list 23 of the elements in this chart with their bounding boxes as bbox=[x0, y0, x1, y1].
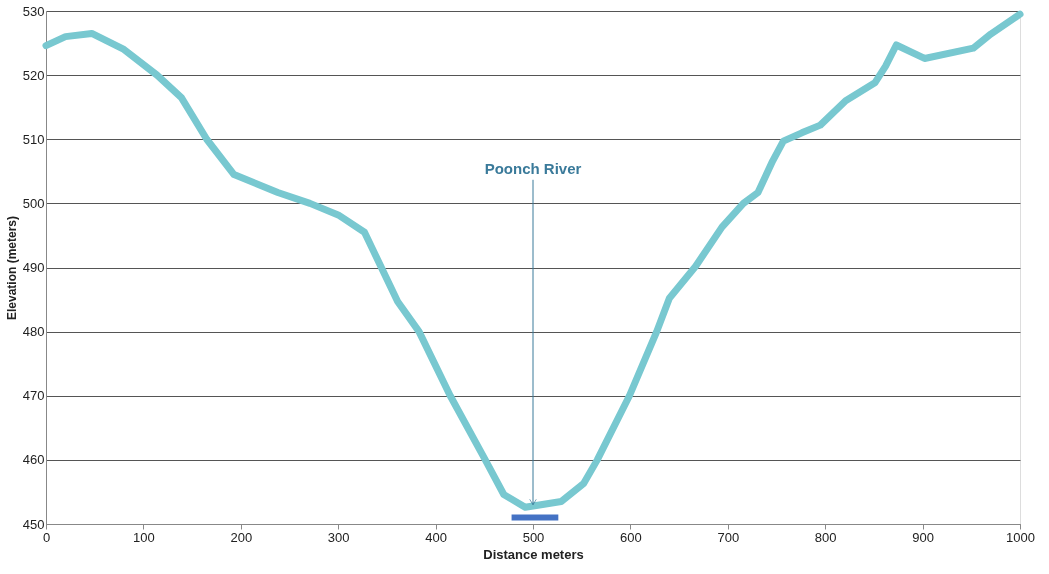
x-tick-label: 0 bbox=[42, 529, 51, 545]
y-tick-label: 520 bbox=[22, 67, 45, 83]
x-tick-label: 700 bbox=[717, 529, 740, 545]
y-tick-label: 470 bbox=[22, 388, 45, 404]
x-tick-label: 100 bbox=[133, 529, 155, 545]
y-tick-label: 490 bbox=[22, 260, 45, 275]
y-tick-label: 460 bbox=[22, 452, 45, 468]
x-tick-label: 400 bbox=[425, 529, 447, 545]
x-tick-label: 500 bbox=[522, 529, 545, 545]
y-tick-label: 500 bbox=[22, 195, 45, 211]
x-axis-title: Distance meters bbox=[483, 546, 584, 562]
y-tick-label: 450 bbox=[22, 516, 45, 532]
y-axis-title: Elevation (meters) bbox=[4, 215, 19, 321]
annotation: Poonch River bbox=[484, 159, 582, 177]
y-tick-label: 530 bbox=[22, 3, 45, 19]
x-tick-label: 600 bbox=[620, 529, 642, 545]
x-tick-label: 300 bbox=[327, 529, 350, 545]
x-tick-label: 800 bbox=[814, 529, 837, 545]
x-tick-label: 900 bbox=[912, 529, 934, 545]
y-tick-label: 480 bbox=[22, 324, 45, 340]
x-tick-label: 1000 bbox=[1006, 529, 1035, 545]
x-tick-label: 200 bbox=[230, 529, 253, 545]
y-tick-label: 510 bbox=[22, 131, 45, 147]
